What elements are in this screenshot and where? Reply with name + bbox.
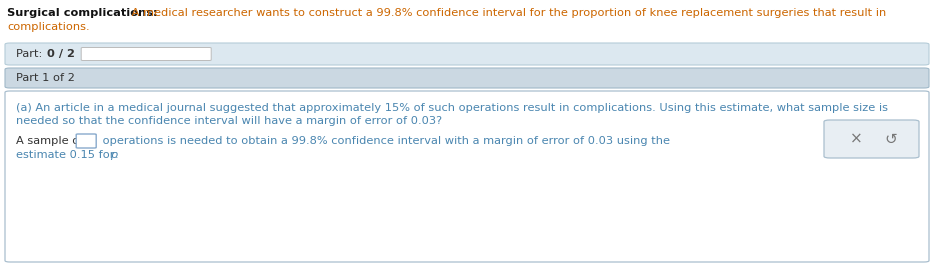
Text: A medical researcher wants to construct a 99.8% confidence interval for the prop: A medical researcher wants to construct … bbox=[128, 8, 886, 18]
Text: p: p bbox=[109, 150, 117, 160]
Text: estimate 0.15 for: estimate 0.15 for bbox=[16, 150, 118, 160]
Text: complications.: complications. bbox=[7, 22, 90, 32]
Text: 0 / 2: 0 / 2 bbox=[48, 49, 75, 59]
Text: ×: × bbox=[850, 131, 863, 147]
Text: needed so that the confidence interval will have a margin of error of 0.03?: needed so that the confidence interval w… bbox=[16, 116, 442, 126]
Text: (a) An article in a medical journal suggested that approximately 15% of such ope: (a) An article in a medical journal sugg… bbox=[16, 103, 888, 113]
Text: ↺: ↺ bbox=[884, 131, 897, 147]
Text: A sample of: A sample of bbox=[16, 136, 83, 146]
Text: Part 1 of 2: Part 1 of 2 bbox=[16, 73, 75, 83]
Text: Part:: Part: bbox=[16, 49, 46, 59]
Text: Surgical complications:: Surgical complications: bbox=[7, 8, 158, 18]
Text: operations is needed to obtain a 99.8% confidence interval with a margin of erro: operations is needed to obtain a 99.8% c… bbox=[99, 136, 671, 146]
Text: .: . bbox=[115, 150, 119, 160]
